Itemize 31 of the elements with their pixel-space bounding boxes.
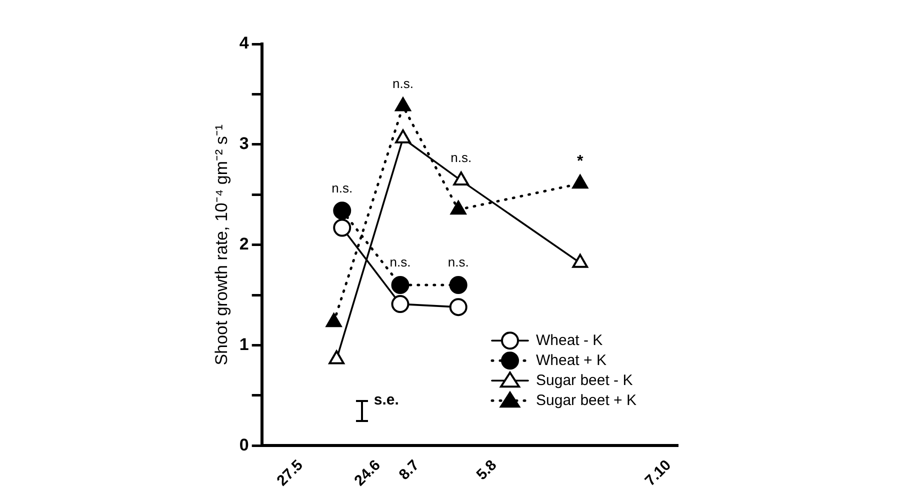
annotation: s.e. bbox=[374, 392, 399, 409]
point bbox=[333, 218, 352, 237]
legend-label: Wheat - K bbox=[536, 332, 603, 349]
annotation: n.s. bbox=[448, 254, 469, 270]
legend-label: Sugar beet - K bbox=[536, 372, 633, 389]
annotation: * bbox=[577, 152, 584, 170]
point bbox=[449, 298, 468, 316]
point bbox=[391, 295, 410, 314]
annotation: n.s. bbox=[392, 76, 414, 91]
point bbox=[450, 200, 466, 215]
annotation: n.s. bbox=[332, 180, 353, 196]
annotation: n.s. bbox=[450, 150, 472, 166]
legend-label: Wheat + K bbox=[536, 352, 606, 369]
point bbox=[449, 276, 468, 294]
point bbox=[333, 202, 352, 220]
point bbox=[572, 174, 588, 189]
y-tick-label: 0 bbox=[239, 435, 249, 454]
point bbox=[453, 172, 470, 186]
x-tick-label: 5.8 bbox=[473, 456, 500, 484]
legend-label: Sugar beet + K bbox=[536, 392, 636, 409]
y-tick-label: 2 bbox=[239, 234, 249, 254]
x-tick-label: 8.7 bbox=[396, 456, 423, 484]
point bbox=[391, 276, 410, 294]
x-tick-label: 7.10 bbox=[642, 456, 674, 490]
point bbox=[395, 129, 411, 144]
y-tick-label: 3 bbox=[239, 134, 249, 154]
point bbox=[395, 97, 411, 112]
y-axis-title: Shoot growth rate, 10⁻⁴ gm⁻² s⁻¹ bbox=[212, 124, 231, 366]
annotation: n.s. bbox=[390, 254, 411, 270]
y-tick-label: 4 bbox=[239, 34, 250, 53]
y-tick-label: 1 bbox=[239, 334, 249, 354]
